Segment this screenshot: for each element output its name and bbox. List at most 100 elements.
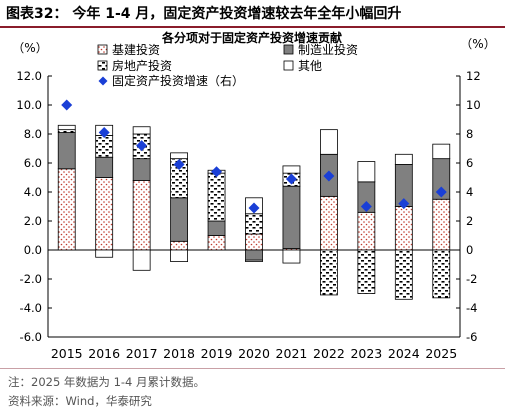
diamond-marker: [61, 99, 73, 111]
diamond-marker: [285, 173, 297, 185]
bar-segment-series0: [357, 211, 376, 251]
legend-swatch: [283, 44, 294, 55]
y-left-tick-label: 12.0: [16, 69, 42, 83]
x-tick-label: 2017: [126, 346, 158, 361]
y-right-tick-label: 8: [466, 127, 473, 141]
bar-segment-series3: [432, 143, 451, 160]
bar-segment-series0: [57, 168, 76, 251]
legend-swatch: [283, 60, 294, 71]
y-left-tick-label: 4.0: [24, 185, 42, 199]
legend-swatch: [97, 44, 108, 55]
legend-label: 房地产投资: [112, 58, 172, 73]
y-left-tick-label: 8.0: [24, 127, 42, 141]
bar-segment-series0: [320, 195, 338, 251]
x-tick-label: 2025: [425, 346, 457, 361]
legend-diamond-icon: [98, 76, 108, 86]
bar-segment-series0: [132, 179, 151, 251]
bar-segment-series3: [282, 165, 301, 174]
bar-segment-series3: [357, 161, 376, 183]
x-tick-label: 2022: [313, 346, 345, 361]
bar-segment-series1: [132, 158, 151, 181]
title-rule: [0, 26, 505, 28]
y-left-tick-label: 6.0: [24, 156, 42, 170]
bar-segment-series0: [245, 233, 263, 251]
bar-segment-series3: [320, 129, 338, 155]
x-tick-label: 2024: [388, 346, 420, 361]
y-right-tick-label: -4: [466, 301, 477, 315]
bar-segment-series2: [394, 249, 413, 300]
diamond-marker: [323, 170, 335, 182]
y-right-tick-label: -2: [466, 272, 477, 286]
diamond-marker: [398, 198, 410, 210]
bar-segment-other-negative: [132, 249, 151, 271]
y-right-tick-label: 12: [466, 69, 481, 83]
y-left-tick-label: -2.0: [20, 272, 42, 286]
legend-swatch: [97, 60, 108, 71]
diamond-marker: [98, 127, 110, 139]
legend-label: 基建投资: [112, 42, 160, 57]
bar-segment-other-negative: [95, 249, 114, 258]
source-note: 资料来源：Wind，华泰研究: [8, 394, 152, 408]
x-tick-label: 2018: [163, 346, 195, 361]
y-right-tick-label: 2: [466, 214, 473, 228]
footer-rule: [0, 368, 505, 369]
y-right-tick-label: 4: [466, 185, 473, 199]
y-right-tick-label: -6: [466, 330, 477, 344]
bar-segment-series2: [207, 172, 226, 222]
chart-title: 各分项对于固定资产投资增速贡献: [161, 30, 342, 45]
y-left-tick-label: -4.0: [20, 301, 42, 315]
bar-segment-series2: [432, 249, 451, 299]
diamond-marker: [360, 201, 372, 212]
bar-segment-series0: [170, 240, 188, 251]
bar-segment-other-negative: [282, 249, 301, 264]
y-right-tick-label: 6: [466, 156, 473, 170]
bar-segment-series1: [57, 132, 76, 170]
line-series-markers: [61, 99, 447, 214]
bar-segment-series2: [95, 135, 114, 158]
bar-segment-series3: [57, 124, 76, 131]
bar-segment-series3: [170, 152, 188, 160]
y-left-tick-label: 10.0: [16, 98, 42, 112]
x-tick-label: 2019: [201, 346, 233, 361]
diamond-marker: [435, 186, 447, 198]
legend-label: 其他: [298, 59, 322, 73]
diamond-marker: [211, 166, 223, 178]
bar-segment-series2: [57, 129, 76, 133]
bar-segment-series1: [207, 220, 226, 236]
bar-segment-series0: [394, 206, 413, 251]
bar-segment-series0: [432, 198, 451, 251]
y-left-tick-label: 2.0: [24, 214, 42, 228]
bar-segment-other-negative: [245, 259, 263, 262]
footnote: 注：2025 年数据为 1-4 月累计数据。: [8, 375, 206, 389]
bar-segment-series0: [95, 177, 114, 251]
bar-segment-series1: [170, 197, 188, 242]
diamond-marker: [136, 140, 148, 152]
y-left-tick-label: -6.0: [20, 330, 42, 344]
x-tick-label: 2023: [350, 346, 382, 361]
y-left-tick-label: 0.0: [24, 243, 42, 257]
bar-segment-series0: [207, 235, 226, 251]
legend-label: 固定资产投资增速（右）: [112, 73, 244, 88]
bar-segment-series3: [394, 153, 413, 165]
figure-title: 图表32： 今年 1-4 月，固定资产投资增速较去年全年小幅回升: [6, 6, 402, 22]
bar-segment-series2: [357, 249, 376, 294]
diamond-marker: [248, 202, 260, 214]
x-tick-label: 2020: [238, 346, 270, 361]
bar-segment-series1: [95, 156, 114, 178]
bar-segment-other-negative: [170, 249, 188, 262]
bar-segment-series1: [245, 249, 263, 261]
x-tick-label: 2021: [276, 346, 308, 361]
bar-segment-series2: [320, 249, 338, 296]
y-left-unit: （%）: [12, 41, 47, 55]
y-right-tick-label: 10: [466, 98, 481, 112]
axes: 12.0 12 10.0 10 8.0 8 6.0 6 4.0 4 2.0 2 0.0 0 -2.0 -2 -4…: [16, 69, 480, 361]
y-right-tick-label: 0: [466, 243, 473, 257]
x-tick-label: 2015: [51, 346, 83, 361]
legend-label: 制造业投资: [298, 42, 358, 57]
y-right-unit: （%）: [460, 37, 495, 51]
bar-segment-series2: [245, 213, 263, 235]
bar-segment-series1: [282, 185, 301, 249]
bar-segment-series3: [132, 126, 151, 135]
